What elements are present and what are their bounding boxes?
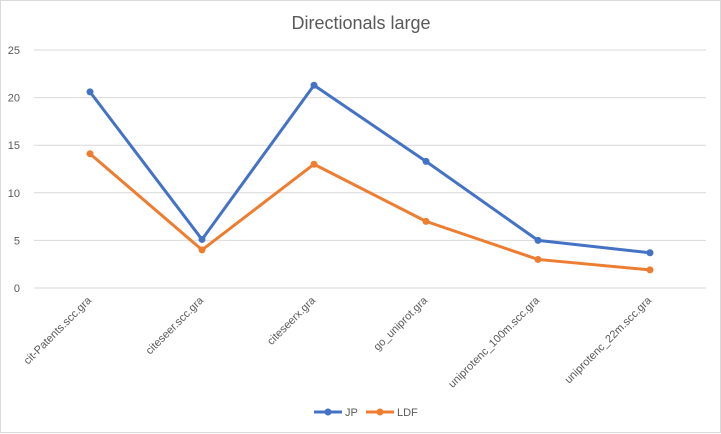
gridlines: [34, 49, 706, 289]
legend-item: JP: [314, 407, 358, 419]
series-line: [88, 152, 652, 272]
data-point: [534, 236, 542, 244]
series-line: [88, 83, 652, 255]
series-ldf: [86, 150, 654, 274]
y-tick-label: 20: [8, 93, 20, 105]
y-tick-label: 15: [8, 140, 20, 152]
series-jp: [86, 81, 654, 257]
x-axis-ticks: cit-Patents.scc.gra citeseer.scc.gra cites…: [22, 294, 655, 390]
legend-item: LDF: [366, 407, 418, 419]
x-tick-label: uniprotenc_100m.scc.gra: [446, 294, 542, 390]
x-tick-label: citeseerx.gra: [265, 294, 319, 348]
legend-swatch-marker: [376, 408, 384, 416]
y-tick-label: 10: [8, 188, 20, 200]
y-tick-label: 5: [14, 235, 20, 247]
legend-label: JP: [345, 407, 358, 419]
x-tick-label: cit-Patents.scc.gra: [22, 294, 95, 367]
data-point: [422, 157, 430, 165]
y-axis-ticks: 0 5 10 15 20 25: [8, 45, 20, 295]
data-point: [198, 246, 206, 254]
data-point: [534, 255, 542, 263]
legend: JP LDF: [314, 407, 418, 419]
x-tick-label: citeseer.scc.gra: [144, 294, 207, 357]
x-tick-label: uniprotenc_22m.scc.gra: [563, 294, 655, 386]
data-point: [646, 266, 654, 274]
y-tick-label: 25: [8, 45, 20, 57]
data-point: [310, 160, 318, 168]
data-point: [198, 235, 206, 243]
y-tick-label: 0: [14, 283, 20, 295]
data-point: [86, 88, 94, 96]
data-point: [646, 249, 654, 257]
data-point: [310, 81, 318, 89]
chart-title: Directionals large: [291, 13, 430, 33]
x-tick-label: go_uniprot.gra: [371, 294, 430, 353]
series-lines: [86, 81, 654, 274]
legend-label: LDF: [397, 407, 418, 419]
data-point: [86, 150, 94, 158]
data-point: [422, 217, 430, 225]
legend-swatch-marker: [324, 408, 332, 416]
